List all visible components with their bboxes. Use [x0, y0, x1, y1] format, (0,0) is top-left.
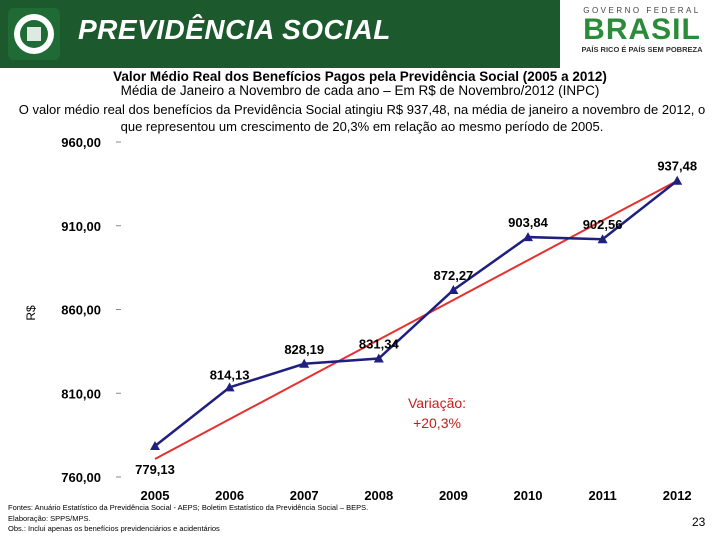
- data-points: [150, 175, 683, 450]
- variation-value: +20,3%: [413, 415, 461, 431]
- data-point: [150, 440, 160, 450]
- data-point: [299, 358, 310, 368]
- x-tick-label: 2011: [588, 488, 616, 503]
- x-tick-label: 2010: [514, 488, 543, 503]
- x-axis: 2005 2006 2007 2008 2009 2010 2011 2012: [141, 488, 692, 503]
- header-banner: PREVIDÊNCIA SOCIAL GOVERNO FEDERAL BRASI…: [0, 0, 720, 68]
- data-label: 828,19: [284, 342, 324, 357]
- data-point: [224, 382, 235, 392]
- data-point: [597, 234, 608, 244]
- y-tick-label: 760,00: [61, 470, 101, 485]
- x-tick-label: 2008: [364, 488, 393, 503]
- brasil-logo-text: BRASIL: [583, 13, 701, 46]
- data-label: 937,48: [657, 159, 697, 174]
- data-label: 903,84: [508, 215, 549, 230]
- y-axis-label: R$: [24, 305, 38, 321]
- data-label: 779,13: [135, 462, 175, 477]
- data-point: [373, 353, 384, 363]
- data-label: 814,13: [210, 367, 250, 382]
- slogan: PAÍS RICO É PAÍS SEM POBREZA: [581, 45, 703, 54]
- y-tick-label: 910,00: [61, 219, 101, 234]
- data-label: 831,34: [359, 337, 400, 352]
- footer-sources: Fontes: Anuário Estatístico da Previdênc…: [8, 503, 369, 512]
- previdencia-logo-icon: [8, 8, 60, 60]
- gov-line: GOVERNO FEDERAL: [583, 6, 701, 15]
- x-tick-label: 2009: [439, 488, 468, 503]
- y-axis: 760,00 810,00 860,00 910,00 960,00: [61, 135, 121, 485]
- y-tick-label: 960,00: [61, 135, 101, 150]
- brand-band: [0, 0, 560, 68]
- y-tick-label: 860,00: [61, 303, 101, 318]
- footer-notes: Fontes: Anuário Estatístico da Previdênc…: [8, 503, 368, 535]
- data-point: [672, 175, 683, 185]
- variation-label: Variação:: [408, 395, 466, 411]
- chart-title: Valor Médio Real dos Benefícios Pagos pe…: [113, 69, 607, 84]
- government-logo: GOVERNO FEDERAL BRASIL PAÍS RICO É PAÍS …: [568, 6, 716, 64]
- footer-elaboration: Elaboração: SPPS/MPS.: [8, 513, 91, 523]
- data-label: 902,56: [583, 217, 623, 232]
- data-point: [448, 284, 459, 294]
- footer-note: Obs.: Inclui apenas os benefícios previd…: [8, 524, 220, 533]
- chart-subtitle: Média de Janeiro a Novembro de cada ano …: [120, 83, 600, 98]
- x-tick-label: 2012: [663, 488, 692, 503]
- x-tick-label: 2006: [215, 488, 244, 503]
- series-line: [154, 179, 678, 447]
- page-number: 23: [692, 515, 706, 529]
- trend-line: [154, 179, 678, 460]
- x-tick-label: 2007: [290, 488, 319, 503]
- chart-description: O valor médio real dos benefícios da Pre…: [18, 102, 706, 134]
- data-label: 872,27: [434, 268, 474, 283]
- data-point: [523, 232, 533, 242]
- data-labels: 779,13 814,13 828,19 831,34 872,27 903,84 902,…: [135, 159, 697, 477]
- y-tick-label: 810,00: [61, 386, 101, 401]
- x-tick-label: 2005: [141, 488, 170, 503]
- brand-title: PREVIDÊNCIA SOCIAL: [78, 14, 391, 45]
